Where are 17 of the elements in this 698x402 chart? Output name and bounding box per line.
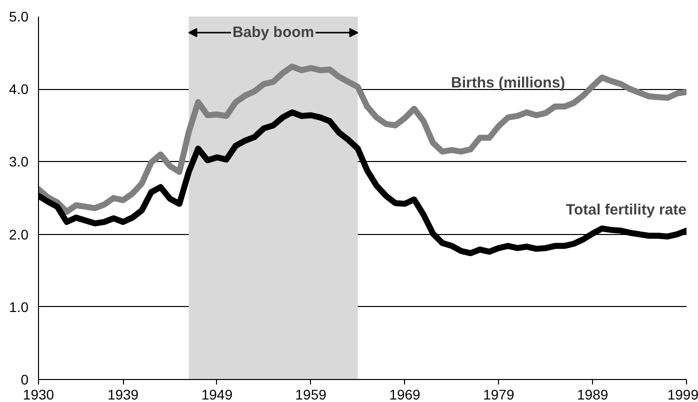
y-tick-label: 2.0	[9, 226, 29, 242]
x-tick-label: 1989	[577, 386, 608, 402]
y-tick-label: 3.0	[9, 154, 29, 170]
y-tick-label: 0	[20, 372, 29, 388]
x-tick-label: 1949	[201, 386, 233, 402]
y-tick-label: 5.0	[9, 8, 29, 24]
y-tick-label: 4.0	[9, 81, 29, 98]
x-tick-label: 1999	[667, 386, 698, 402]
series-label: Total fertility rate	[566, 202, 687, 219]
x-tick-label: 1930	[22, 386, 54, 402]
y-tick-label: 1.0	[9, 298, 29, 315]
x-tick-label: 1969	[389, 386, 421, 402]
series-label: Births (millions)	[450, 74, 566, 92]
band-label: Baby boom	[232, 24, 314, 41]
x-tick-label: 1939	[107, 386, 139, 402]
x-tick-label: 1959	[295, 386, 327, 402]
x-tick-label: 1979	[483, 386, 514, 402]
